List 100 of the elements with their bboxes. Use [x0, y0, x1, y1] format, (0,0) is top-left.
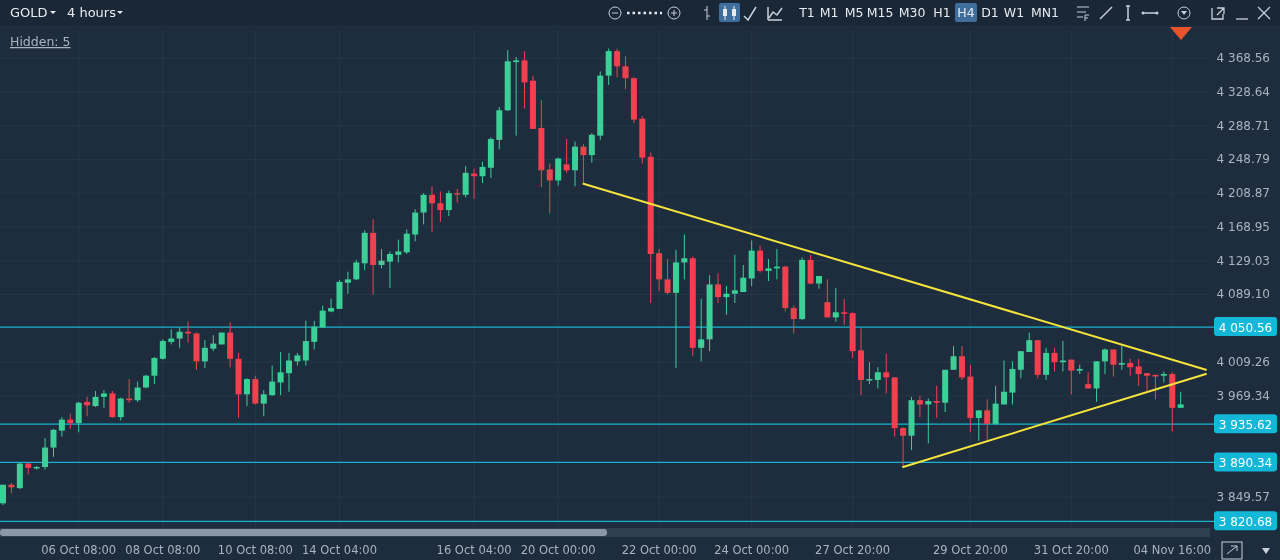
candlestick	[1144, 372, 1151, 392]
candlestick	[521, 50, 528, 110]
candlestick	[900, 426, 907, 468]
candlestick	[260, 389, 267, 417]
y-tick-label: 4 328.64	[1216, 85, 1270, 100]
candlestick	[916, 395, 923, 418]
text: M30	[898, 5, 926, 20]
candlestick	[664, 258, 671, 296]
text: T1	[798, 5, 815, 20]
candlestick	[420, 192, 427, 225]
candlestick	[790, 305, 797, 334]
candlestick	[302, 320, 309, 367]
y-tick-label: 3 969.34	[1216, 388, 1270, 403]
candlestick	[243, 377, 250, 407]
candlestick	[841, 298, 848, 326]
candlestick	[462, 165, 469, 198]
candlestick	[437, 190, 444, 223]
candlestick	[588, 132, 595, 164]
candlestick	[159, 338, 166, 361]
candlestick	[42, 437, 49, 471]
candlestick	[765, 258, 772, 282]
x-tick-label: 20 Oct 00:00	[520, 543, 596, 557]
candlestick	[403, 228, 410, 255]
chart-title: GOLD	[10, 5, 48, 20]
candlestick	[269, 365, 276, 397]
candlestick	[412, 208, 419, 242]
y-tick-label: 3 849.57	[1216, 489, 1270, 504]
chart-subtitle: 4 hours	[67, 5, 117, 20]
text: M1	[819, 5, 839, 20]
candlestick	[109, 390, 116, 419]
candlestick	[992, 385, 999, 426]
candlestick	[151, 356, 158, 385]
y-tick-label: 4 168.95	[1216, 219, 1270, 234]
candlestick	[950, 345, 957, 371]
candlestick	[984, 398, 991, 441]
candlestick	[622, 55, 629, 90]
candlestick	[572, 141, 579, 187]
candlestick	[1043, 347, 1050, 381]
candlestick	[277, 351, 284, 396]
candlestick	[866, 361, 873, 385]
ref-line-label: 3 890.34	[1218, 455, 1273, 470]
annotation: Hidden: 5	[10, 34, 71, 49]
candlestick	[353, 259, 360, 281]
candlestick	[1135, 358, 1142, 387]
candlestick	[100, 389, 107, 409]
candlestick	[479, 161, 486, 184]
candlestick	[1017, 350, 1024, 379]
candlestick	[513, 56, 520, 137]
x-tick-label: 29 Oct 20:00	[932, 543, 1008, 557]
candlestick	[933, 385, 940, 419]
x-tick-label: 16 Oct 04:00	[436, 543, 512, 557]
candlestick	[386, 250, 393, 289]
candlestick	[176, 327, 183, 349]
x-tick-label: 04 Nov 16:00	[1133, 543, 1212, 557]
candlestick	[757, 245, 764, 274]
candlestick	[1059, 340, 1066, 372]
candlestick	[50, 428, 57, 458]
candlestick	[824, 278, 831, 318]
text: D1	[981, 5, 999, 20]
ref-line-label: 4 050.56	[1218, 320, 1273, 335]
text: M5	[844, 5, 864, 20]
candlestick	[546, 163, 553, 214]
candlestick	[1101, 348, 1108, 375]
text: M15	[866, 5, 894, 20]
candlestick	[328, 298, 335, 313]
x-tick-label: 22 Oct 00:00	[621, 543, 697, 557]
candlestick	[1051, 347, 1058, 372]
candlestick	[58, 416, 65, 438]
candlestick	[723, 285, 730, 316]
candlestick	[614, 48, 621, 78]
candlestick	[378, 248, 385, 269]
candlestick	[344, 271, 351, 295]
candlestick	[883, 353, 890, 394]
candlestick	[874, 366, 881, 389]
ref-line-label: 3 935.62	[1218, 417, 1273, 432]
candlestick	[555, 157, 562, 187]
y-tick-label: 4 009.26	[1216, 354, 1270, 369]
candlestick	[117, 397, 124, 421]
x-tick-label: 31 Oct 20:00	[1033, 543, 1109, 557]
candlestick	[832, 287, 839, 323]
candlestick	[580, 143, 587, 185]
candlestick	[319, 305, 326, 329]
y-tick-label: 4 208.87	[1216, 186, 1270, 201]
text: W1	[1003, 5, 1025, 20]
candlestick	[201, 339, 208, 369]
y-tick-label: 4 089.10	[1216, 287, 1270, 302]
candlestick	[84, 396, 91, 417]
text: MN1	[1030, 5, 1060, 20]
candlestick	[395, 239, 402, 263]
x-tick-label: 27 Oct 20:00	[815, 543, 891, 557]
candlestick	[286, 352, 293, 393]
candlestick	[1068, 359, 1075, 395]
candlestick	[1085, 371, 1092, 389]
candlestick	[715, 272, 722, 304]
ref-line-label: 3 820.68	[1218, 514, 1273, 529]
candlestick	[429, 185, 436, 233]
y-tick-label: 4 368.56	[1216, 51, 1270, 66]
candlestick	[1152, 374, 1159, 400]
candlestick	[807, 254, 814, 285]
y-tick-label: 4 129.03	[1216, 253, 1270, 268]
